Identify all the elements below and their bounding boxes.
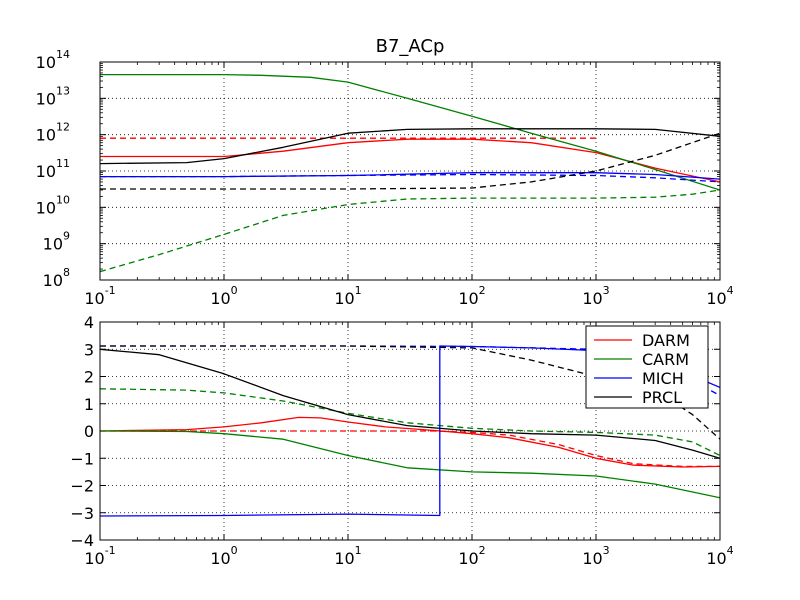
y-tick-label: 4: [84, 313, 94, 332]
y-tick-label: 1011: [36, 157, 70, 181]
y-tick-label: −3: [70, 504, 94, 523]
plot-frame: [99, 61, 721, 281]
series-line-prcl-dashed: [100, 132, 720, 190]
x-tick-label: 100: [210, 544, 237, 568]
y-tick-label: 2: [84, 368, 94, 387]
y-tick-label: −4: [70, 531, 94, 550]
legend-label-carm: CARM: [642, 350, 689, 369]
y-tick-label: 1: [84, 395, 94, 414]
series-line-darm-solid: [100, 416, 720, 468]
y-tick-label: 108: [43, 266, 70, 290]
plot-frame: [99, 321, 721, 541]
x-tick-label: 103: [582, 284, 609, 308]
chart-title: B7_ACp: [376, 36, 445, 57]
y-tick-label: −2: [70, 477, 94, 496]
x-tick-label: 101: [334, 284, 361, 308]
x-tick-label: 10-1: [84, 284, 115, 308]
legend-label-mich: MICH: [642, 369, 684, 388]
series-line-prcl-solid: [100, 128, 720, 165]
series-line-mich-dashed: [100, 345, 720, 397]
y-tick-label: 3: [84, 340, 94, 359]
y-tick-label: 1013: [36, 84, 70, 108]
x-tick-label: 10-1: [84, 544, 115, 568]
x-tick-label: 104: [706, 544, 733, 568]
legend-label-darm: DARM: [642, 331, 690, 350]
series-line-carm-solid: [100, 73, 720, 191]
legend-label-prcl: PRCL: [642, 388, 682, 407]
bottom-plot-phase: 10-1 100 101 102 103 104 −4 −3 −2 −1 0 1 2 3 4 DARMCARM…: [70, 313, 733, 568]
x-tick-label: 102: [458, 284, 485, 308]
series-line-darm-dashed: [100, 430, 720, 468]
series-line-mich-dashed: [100, 173, 720, 183]
series-line-prcl-dashed: [100, 345, 720, 440]
x-tick-label: 101: [334, 544, 361, 568]
x-tick-label: 102: [458, 544, 485, 568]
top-plot-magnitude: 10-1 100 101 102 103 104 108 109 1010 1011 1012 101…: [36, 48, 734, 308]
x-tick-label: 103: [582, 544, 609, 568]
series-line-carm-dashed: [100, 189, 720, 273]
x-tick-label: 100: [210, 284, 237, 308]
series-line-prcl-solid: [100, 348, 720, 459]
y-tick-label: 1014: [36, 48, 70, 72]
y-tick-label: −1: [70, 449, 94, 468]
y-tick-label: 1010: [36, 193, 70, 217]
series-line-carm-solid: [100, 430, 720, 499]
y-tick-label: 109: [43, 230, 70, 254]
y-tick-label: 0: [84, 422, 94, 441]
x-tick-label: 104: [706, 284, 733, 308]
y-tick-label: 1012: [36, 121, 70, 145]
series-line-mich-solid: [100, 172, 720, 180]
